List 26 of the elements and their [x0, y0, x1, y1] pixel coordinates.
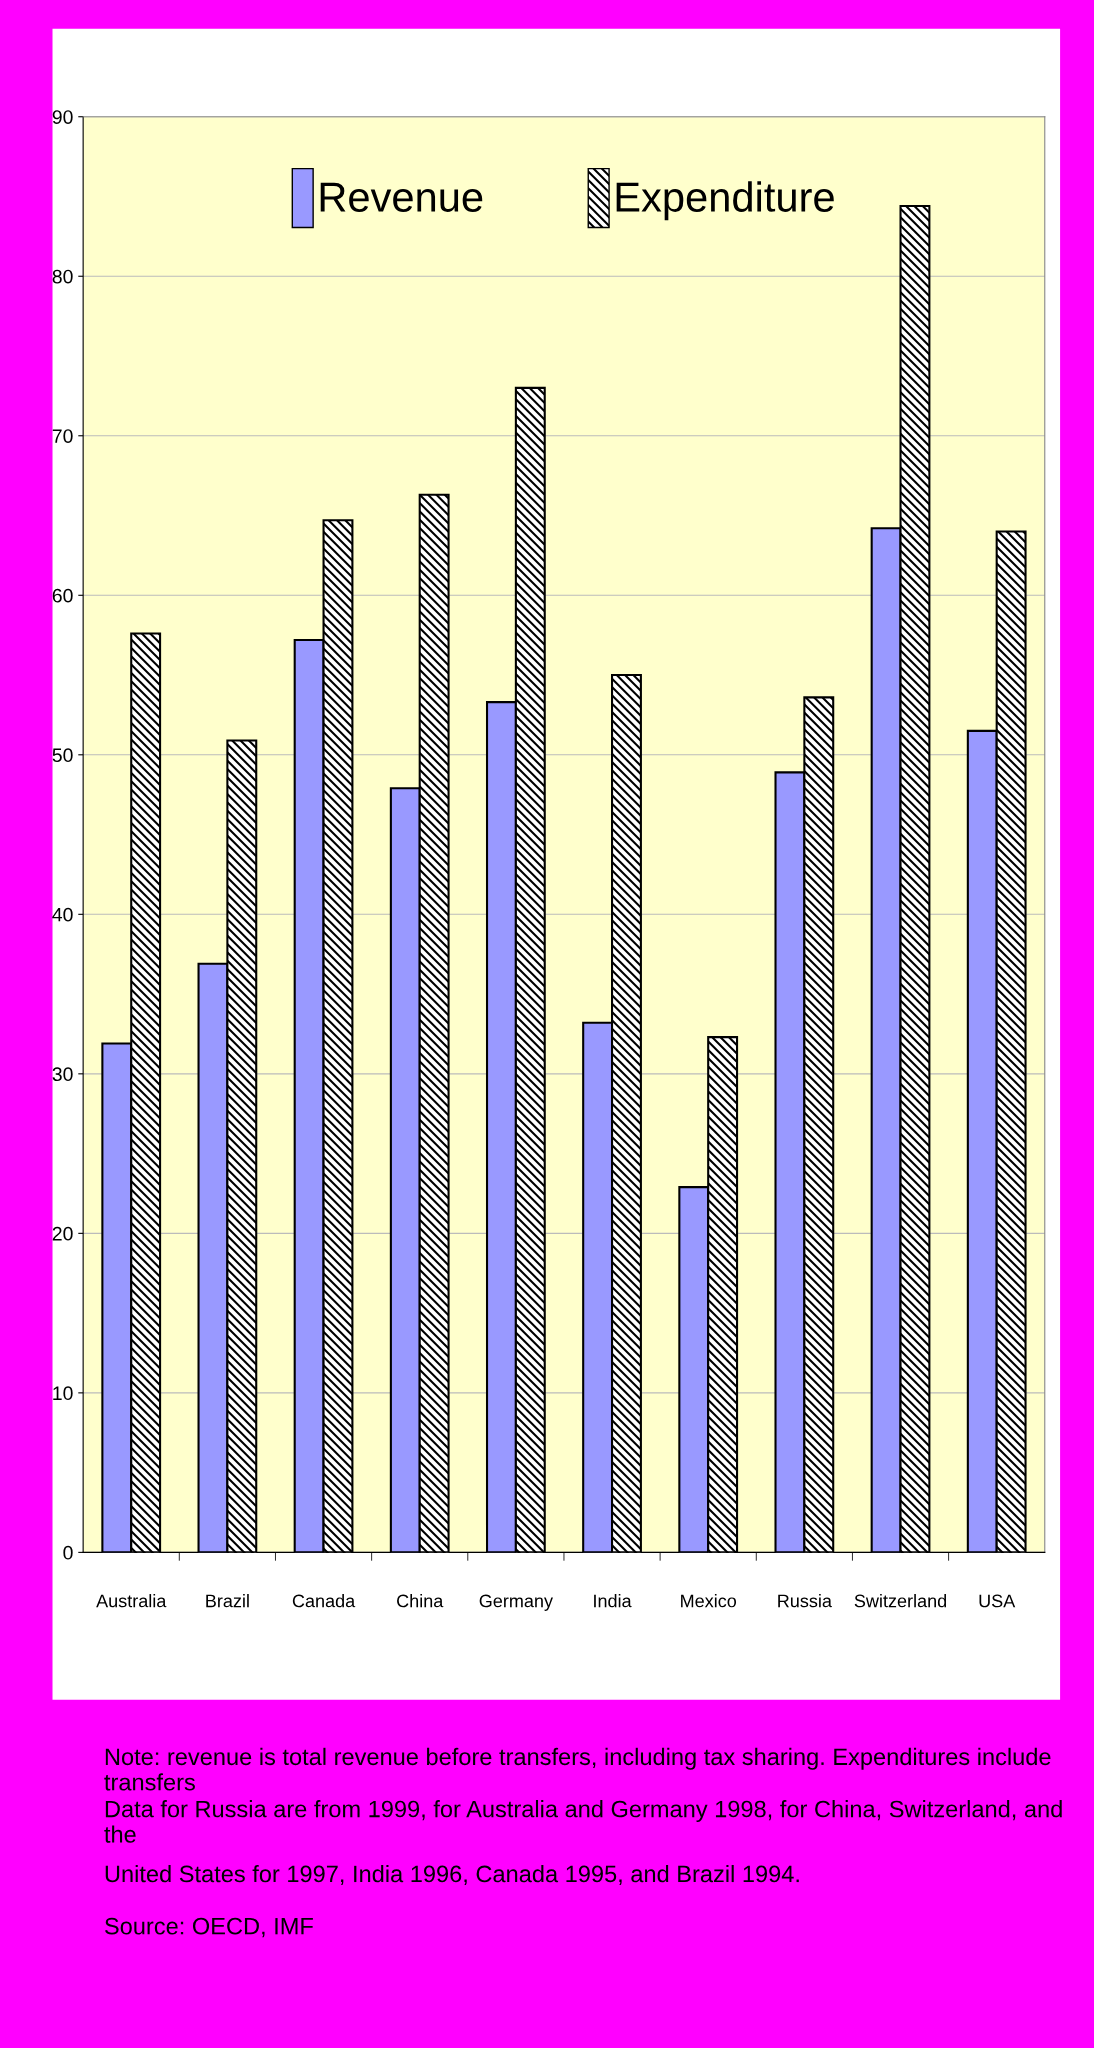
legend-label: Revenue	[320, 182, 483, 212]
y-tick-label: 40	[52, 907, 73, 922]
y-tick-label: 20	[52, 1226, 73, 1241]
x-tick-label: Mexico	[681, 1594, 737, 1608]
source-note: Source: OECD, IMF	[105, 1917, 313, 1938]
x-tick-label: Germany	[479, 1594, 553, 1611]
x-tick-label: Switzerland	[854, 1594, 947, 1608]
x-tick-label: China	[397, 1594, 444, 1608]
y-tick-label: 70	[52, 429, 73, 444]
x-tick-label: India	[594, 1594, 632, 1608]
y-tick-label: 30	[52, 1067, 73, 1082]
y-tick-label: 80	[52, 269, 73, 284]
y-tick-label: 90	[52, 110, 73, 124]
y-tick-label: 60	[52, 588, 73, 603]
x-tick-label: Australia	[96, 1594, 167, 1608]
x-tick-label: USA	[979, 1594, 1016, 1608]
text: Data for Russia are from 1999, for Australia and Germany 1998, for China, Switzerland, and the	[104, 1800, 1062, 1843]
text: Note: revenue is total revenue before transfers, including tax sharing. Expenditures include transfers	[104, 1747, 1051, 1791]
x-tick-label: Canada	[292, 1594, 356, 1608]
y-tick-label: 0	[63, 1545, 73, 1560]
legend-label: Expenditure	[616, 181, 834, 221]
text: United States for 1997, India 1996, Canada 1995, and Brazil 1994.	[105, 1864, 799, 1886]
y-tick-label: 10	[53, 1386, 73, 1401]
y-tick-label: 50	[52, 748, 73, 763]
x-tick-label: Brazil	[206, 1594, 249, 1608]
x-tick-label: Russia	[778, 1594, 832, 1608]
